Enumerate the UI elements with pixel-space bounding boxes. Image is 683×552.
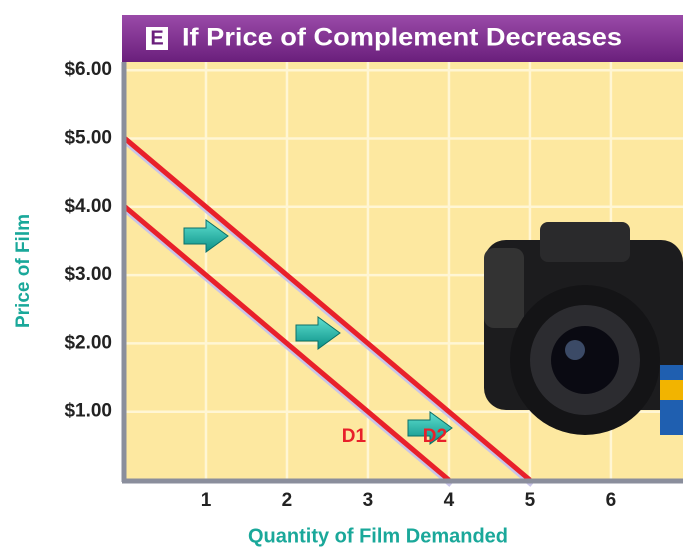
arrow xyxy=(407,411,453,445)
line-shadow xyxy=(125,141,534,487)
series-label: D2 xyxy=(423,426,447,447)
y-tick-label: $3.00 xyxy=(64,264,112,285)
x-tick-label: 4 xyxy=(444,490,455,511)
x-tick-label: 5 xyxy=(525,490,536,511)
arrow xyxy=(295,316,341,350)
demand-line xyxy=(123,136,532,482)
arrow xyxy=(183,219,229,253)
panel-label-box xyxy=(146,27,168,50)
y-tick-label: $4.00 xyxy=(64,196,112,217)
x-axis-label: Quantity of Film Demanded xyxy=(248,525,508,547)
y-tick-label: $2.00 xyxy=(64,332,112,353)
y-tick-label: $1.00 xyxy=(64,401,112,422)
camera xyxy=(484,222,683,435)
series-label: D1 xyxy=(342,426,367,447)
title-banner xyxy=(122,15,683,62)
y-tick-label: $5.00 xyxy=(64,128,112,149)
x-tick-label: 2 xyxy=(282,490,293,511)
line-shadow xyxy=(125,209,453,487)
panel-label: E xyxy=(150,27,163,49)
x-tick-label: 6 xyxy=(606,490,617,511)
x-tick-label: 1 xyxy=(201,490,212,511)
y-axis-label: Price of Film xyxy=(13,214,34,328)
demand-line xyxy=(123,204,451,482)
shift-arrows xyxy=(183,219,453,445)
y-tick-label: $6.00 xyxy=(64,59,112,80)
chart-title: If Price of Complement Decreases xyxy=(182,24,622,52)
x-tick-label: 3 xyxy=(363,490,374,511)
